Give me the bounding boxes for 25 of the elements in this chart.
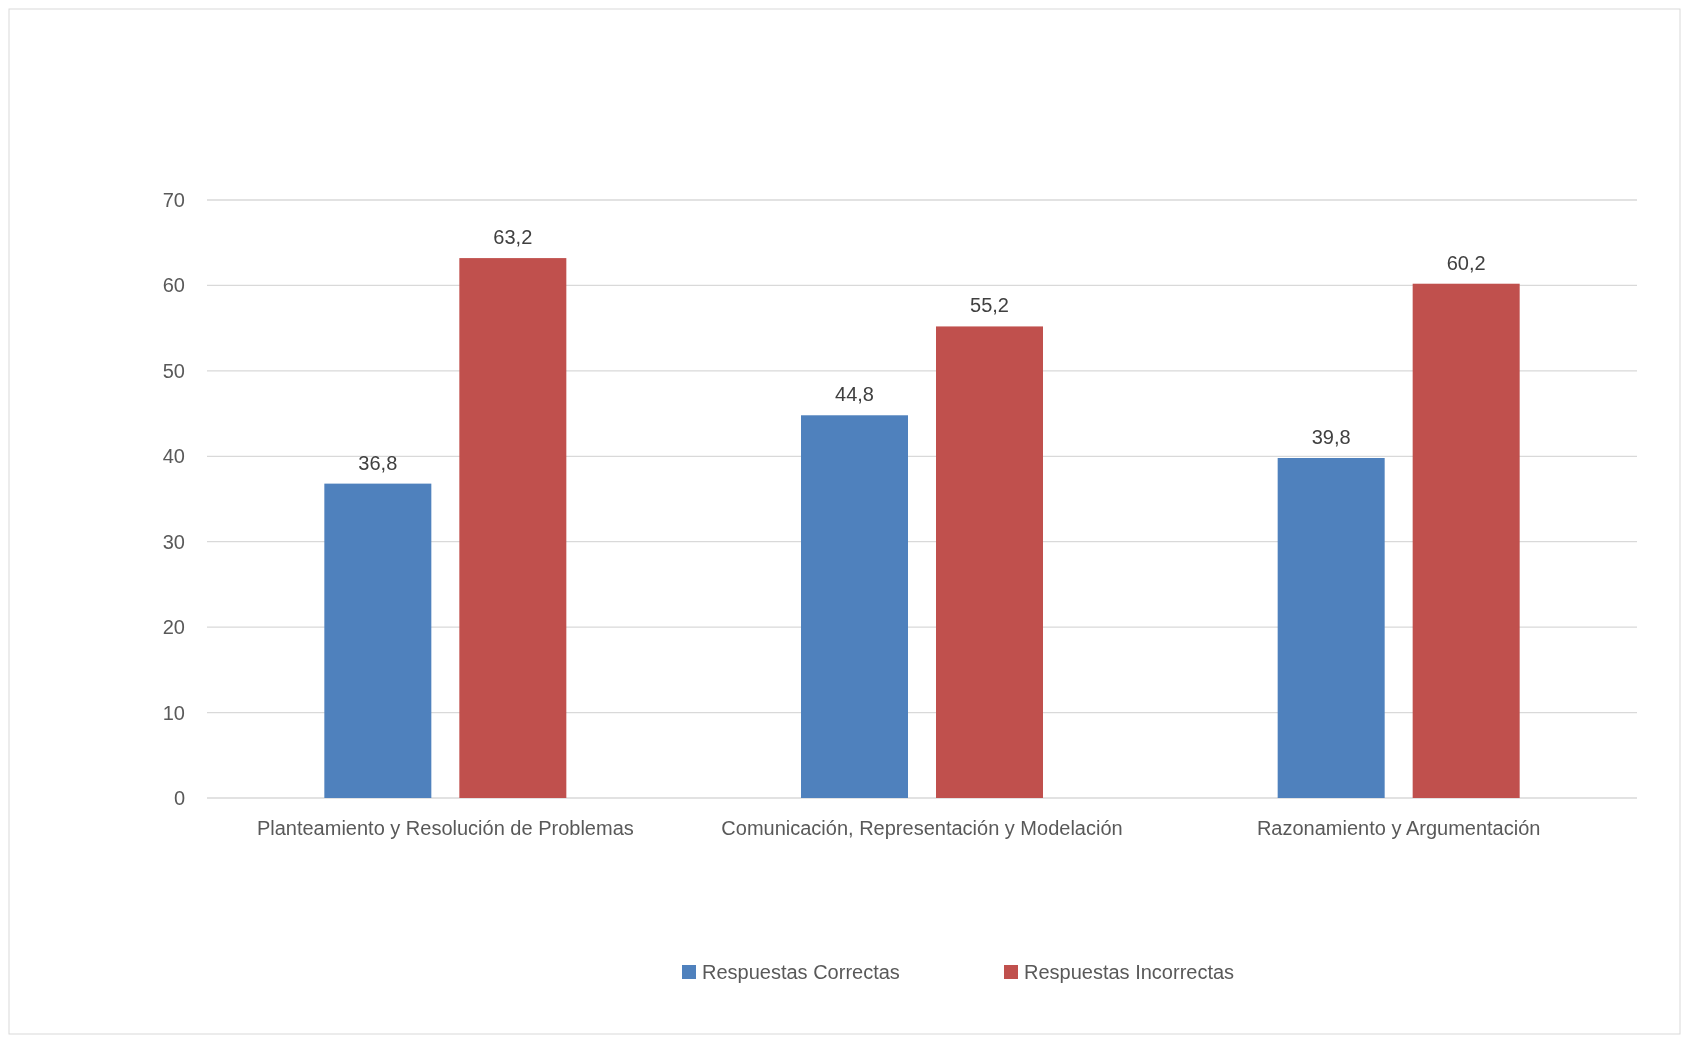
data-label: 60,2 (1446, 251, 1486, 274)
y-tick-label: 40 (162, 445, 185, 468)
y-tick-label: 70 (162, 189, 185, 211)
y-tick-label: 20 (162, 616, 185, 639)
data-label: 44,8 (835, 383, 874, 406)
y-tick-label: 10 (162, 701, 185, 724)
data-label: 39,8 (1311, 425, 1351, 448)
data-label: 36,8 (358, 451, 398, 474)
y-tick-label: 60 (162, 274, 185, 297)
bar (936, 326, 1043, 798)
bar (1412, 283, 1520, 798)
data-label: 55,2 (970, 294, 1009, 317)
data-label: 63,2 (493, 226, 533, 249)
y-tick-label: 0 (173, 787, 185, 809)
y-tick-label: 30 (162, 530, 185, 553)
bar (1277, 457, 1385, 798)
x-tick-label: Razonamiento y Argumentación (1256, 817, 1541, 839)
y-tick-label: 50 (162, 359, 185, 382)
bar (324, 483, 432, 798)
x-tick-label: Comunicación, Representación y Modelación (721, 817, 1123, 839)
x-tick-label: Planteamiento y Resolución de Problemas (256, 817, 634, 839)
legend-label: Respuestas Incorrectas (1024, 961, 1235, 983)
legend-label: Respuestas Correctas (702, 961, 900, 983)
bar (459, 258, 567, 798)
bar (801, 415, 908, 798)
